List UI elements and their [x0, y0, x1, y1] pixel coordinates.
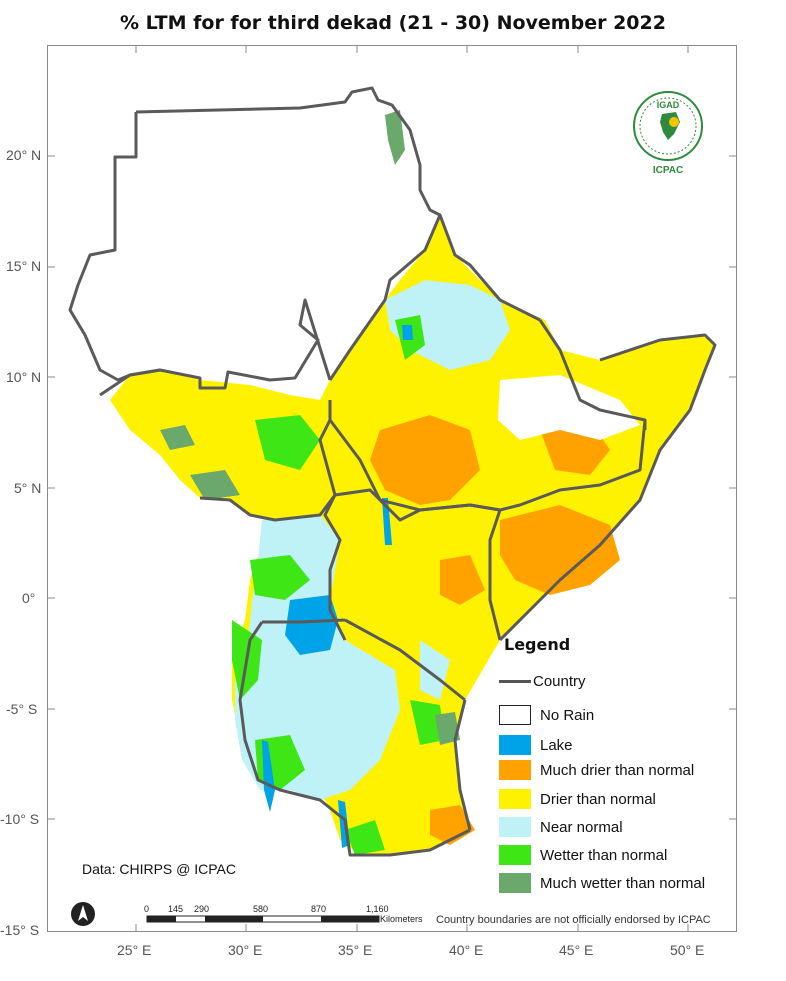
- lon-label-40e: 40° E: [449, 942, 484, 958]
- scale-tick-145: 145: [168, 904, 184, 914]
- legend-item: Lake: [499, 734, 573, 756]
- lat-label-15s: -15° S: [0, 922, 40, 938]
- lat-label-5s: -5° S: [6, 701, 38, 717]
- lon-label-30e: 30° E: [228, 942, 263, 958]
- legend-item: No Rain: [499, 704, 594, 726]
- logo-top-text: IGAD: [657, 100, 680, 110]
- scale-tick-290: 290: [194, 904, 210, 914]
- legend-item: Near normal: [499, 816, 623, 838]
- lat-label-10s: -10° S: [0, 811, 40, 827]
- lat-label-15n: 15° N: [6, 258, 42, 274]
- legend-swatch-lake: [499, 735, 531, 755]
- lon-label-35e: 35° E: [338, 942, 373, 958]
- legend-label-much-drier: Much drier than normal: [540, 761, 695, 779]
- lat-label-20n: 20° N: [6, 147, 42, 163]
- scale-tick-580: 580: [253, 904, 269, 914]
- igad-icpac-logo: IGAD ICPAC: [633, 91, 703, 176]
- legend-label-drier: Drier than normal: [540, 790, 656, 808]
- lon-label-25e: 25° E: [117, 942, 152, 958]
- country-line-swatch: [499, 679, 531, 683]
- legend-label-wetter: Wetter than normal: [540, 846, 668, 864]
- logo-bottom-text: ICPAC: [653, 165, 683, 176]
- lat-label-10n: 10° N: [6, 369, 42, 385]
- data-source-note: Data: CHIRPS @ ICPAC: [82, 861, 236, 877]
- legend-swatch-wetter: [499, 845, 531, 865]
- map-title: % LTM for for third dekad (21 - 30) Nove…: [120, 12, 666, 34]
- scale-bar: [146, 915, 380, 923]
- legend-country-label: Country: [533, 672, 586, 690]
- legend-swatch-much-wetter: [499, 873, 531, 893]
- legend-item: Drier than normal: [499, 788, 656, 810]
- scale-unit: Kilometers: [380, 914, 423, 924]
- legend-item: Wetter than normal: [499, 844, 667, 866]
- lat-label-0: 0°: [22, 590, 36, 606]
- legend-swatch-near-normal: [499, 817, 531, 837]
- map-frame: [47, 45, 737, 932]
- legend-label-lake: Lake: [540, 736, 573, 754]
- legend-label-near-normal: Near normal: [540, 818, 623, 836]
- scale-tick-0: 0: [144, 904, 150, 914]
- legend-swatch-much-drier: [499, 760, 531, 780]
- legend-label-much-wetter: Much wetter than normal: [540, 874, 706, 892]
- legend-swatch-drier: [499, 789, 531, 809]
- legend-title: Legend: [504, 635, 571, 654]
- legend-swatch-no-rain: [499, 705, 531, 725]
- lon-label-45e: 45° E: [559, 942, 594, 958]
- legend-country-row: Country: [499, 670, 586, 692]
- lat-label-5n: 5° N: [14, 480, 42, 496]
- legend-label-no-rain: No Rain: [540, 706, 595, 724]
- north-arrow-icon: [71, 902, 95, 926]
- legend-item: Much drier than normal: [499, 759, 694, 781]
- scale-tick-1160: 1,160: [366, 904, 389, 914]
- scale-tick-870: 870: [311, 904, 327, 914]
- disclaimer-note: Country boundaries are not officially en…: [436, 914, 711, 926]
- legend-item: Much wetter than normal: [499, 872, 705, 894]
- lon-label-50e: 50° E: [670, 942, 705, 958]
